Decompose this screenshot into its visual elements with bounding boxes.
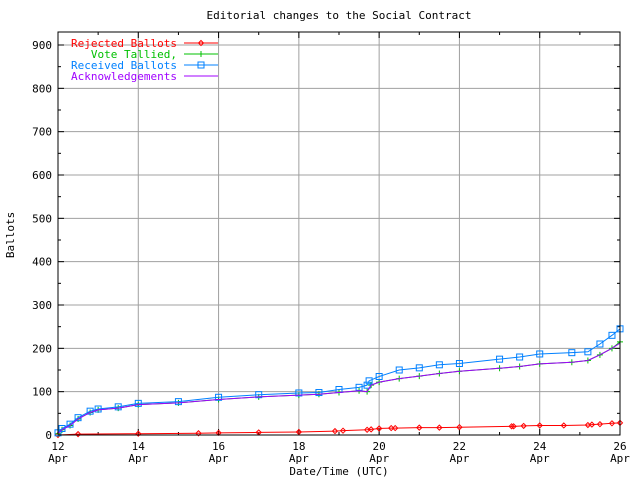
y-tick-label: 400 [32,256,52,269]
y-tick-label: 500 [32,212,52,225]
x-tick-label: 12 [51,440,64,453]
x-tick-sublabel: Apr [449,452,469,465]
data-point [365,377,373,385]
data-point [215,429,222,437]
x-tick-label: 26 [613,440,626,453]
data-point [508,423,515,430]
y-tick-label: 300 [32,299,52,312]
data-point [367,426,375,433]
data-point [391,424,399,432]
data-point [588,421,596,428]
data-point [295,389,303,397]
x-tick-label: 24 [533,440,547,453]
x-axis-label: Date/Time (UTC) [289,465,388,478]
x-tick-sublabel: Apr [48,452,68,465]
y-tick-label: 900 [32,39,52,52]
data-point [456,423,463,431]
x-tick-sublabel: Apr [289,452,309,465]
x-tick-label: 18 [292,440,305,453]
data-point [74,430,82,438]
y-tick-label: 800 [32,82,52,95]
series-line [57,342,621,435]
data-point [114,403,122,411]
series-rejected-ballots [54,419,624,439]
y-tick-label: 700 [32,126,52,139]
x-tick-label: 20 [373,440,386,453]
data-point [415,364,423,372]
data-point [387,424,395,432]
x-tick-label: 22 [453,440,466,453]
data-point [215,393,223,401]
data-point [134,399,142,407]
data-point [536,422,543,429]
legend-label: Rejected Ballots [71,37,177,50]
data-point [455,360,463,367]
series-acknowledgements [57,342,621,435]
data-point [198,51,204,57]
data-point [608,331,616,339]
data-point [315,389,323,397]
series-vote-tallied [55,338,623,437]
data-point [496,355,504,363]
x-tick-sublabel: Apr [610,452,630,465]
data-point [436,424,443,431]
data-point [510,423,517,430]
data-point [375,373,383,380]
data-point [66,420,74,428]
series-received-ballots [54,325,624,437]
data-point [568,349,576,357]
x-tick-sublabel: Apr [530,452,550,465]
series-line [57,341,621,435]
data-point [339,427,347,434]
y-tick-label: 0 [45,429,52,442]
y-tick-label: 200 [32,342,52,355]
data-point [596,420,604,428]
series-line [57,422,621,436]
data-point [516,353,524,361]
data-point [295,428,303,436]
x-tick-label: 16 [212,440,225,453]
data-point [435,361,443,369]
x-tick-sublabel: Apr [209,452,229,465]
legend-label: Received Ballots [71,59,177,72]
data-point [197,39,205,47]
data-point [94,405,102,413]
legend-label: Acknowledgements [71,70,177,83]
series-line [57,328,621,434]
data-point [596,340,604,348]
data-point [375,425,383,432]
legend-label: Vote Tallied, [91,48,177,61]
data-point [255,391,263,399]
data-point [616,419,624,427]
data-point [255,429,262,436]
x-tick-sublabel: Apr [128,452,148,465]
plot-border [57,31,621,436]
data-point [584,348,592,356]
y-tick-label: 100 [32,386,52,399]
data-point [174,398,182,406]
data-point [416,424,423,431]
y-axis-label: Ballots [4,212,17,258]
data-point [331,427,339,435]
x-tick-sublabel: Apr [369,452,389,465]
data-point [608,420,616,427]
data-point [520,422,527,430]
data-point [560,422,568,429]
data-point [197,61,205,69]
chart-title: Editorial changes to the Social Contract [207,9,472,22]
data-point [395,366,403,374]
data-point [363,381,371,389]
y-tick-label: 600 [32,169,52,182]
x-tick-label: 14 [132,440,146,453]
data-point [536,350,544,358]
